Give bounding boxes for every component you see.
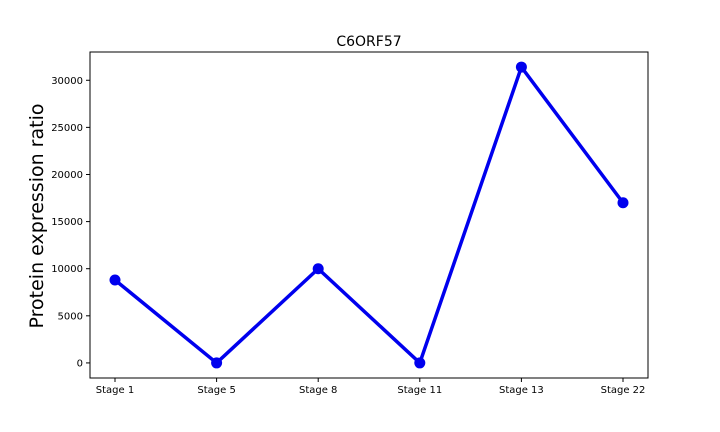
x-tick-label: Stage 13 bbox=[499, 385, 544, 396]
y-axis-label: Protein expression ratio bbox=[26, 104, 48, 329]
y-tick-label: 15000 bbox=[51, 217, 83, 228]
x-axis-ticks: Stage 1 Stage 5 Stage 8 Stage 11 Stage 13 Sta… bbox=[96, 378, 646, 396]
data-point bbox=[109, 274, 121, 286]
data-point bbox=[211, 357, 223, 369]
x-tick-label: Stage 22 bbox=[601, 385, 646, 396]
data-point bbox=[312, 263, 324, 275]
y-axis-ticks: 0 5000 10000 15000 20000 25000 30000 bbox=[51, 76, 90, 369]
x-tick-label: Stage 11 bbox=[397, 385, 442, 396]
series-line bbox=[113, 63, 625, 367]
y-tick-label: 30000 bbox=[51, 76, 83, 87]
x-tick-label: Stage 5 bbox=[197, 385, 235, 396]
data-series bbox=[109, 61, 629, 369]
plot-area-frame bbox=[89, 51, 649, 379]
data-point bbox=[414, 357, 426, 369]
chart-title: C6ORF57 bbox=[336, 34, 401, 50]
y-tick-label: 25000 bbox=[51, 123, 83, 134]
data-point bbox=[515, 61, 527, 73]
y-tick-label: 10000 bbox=[51, 264, 83, 275]
y-tick-label: 5000 bbox=[58, 311, 83, 322]
y-tick-label: 0 bbox=[77, 358, 83, 369]
data-point bbox=[617, 197, 629, 209]
x-tick-label: Stage 1 bbox=[96, 385, 134, 396]
x-tick-label: Stage 8 bbox=[299, 385, 337, 396]
y-tick-label: 20000 bbox=[51, 170, 83, 181]
